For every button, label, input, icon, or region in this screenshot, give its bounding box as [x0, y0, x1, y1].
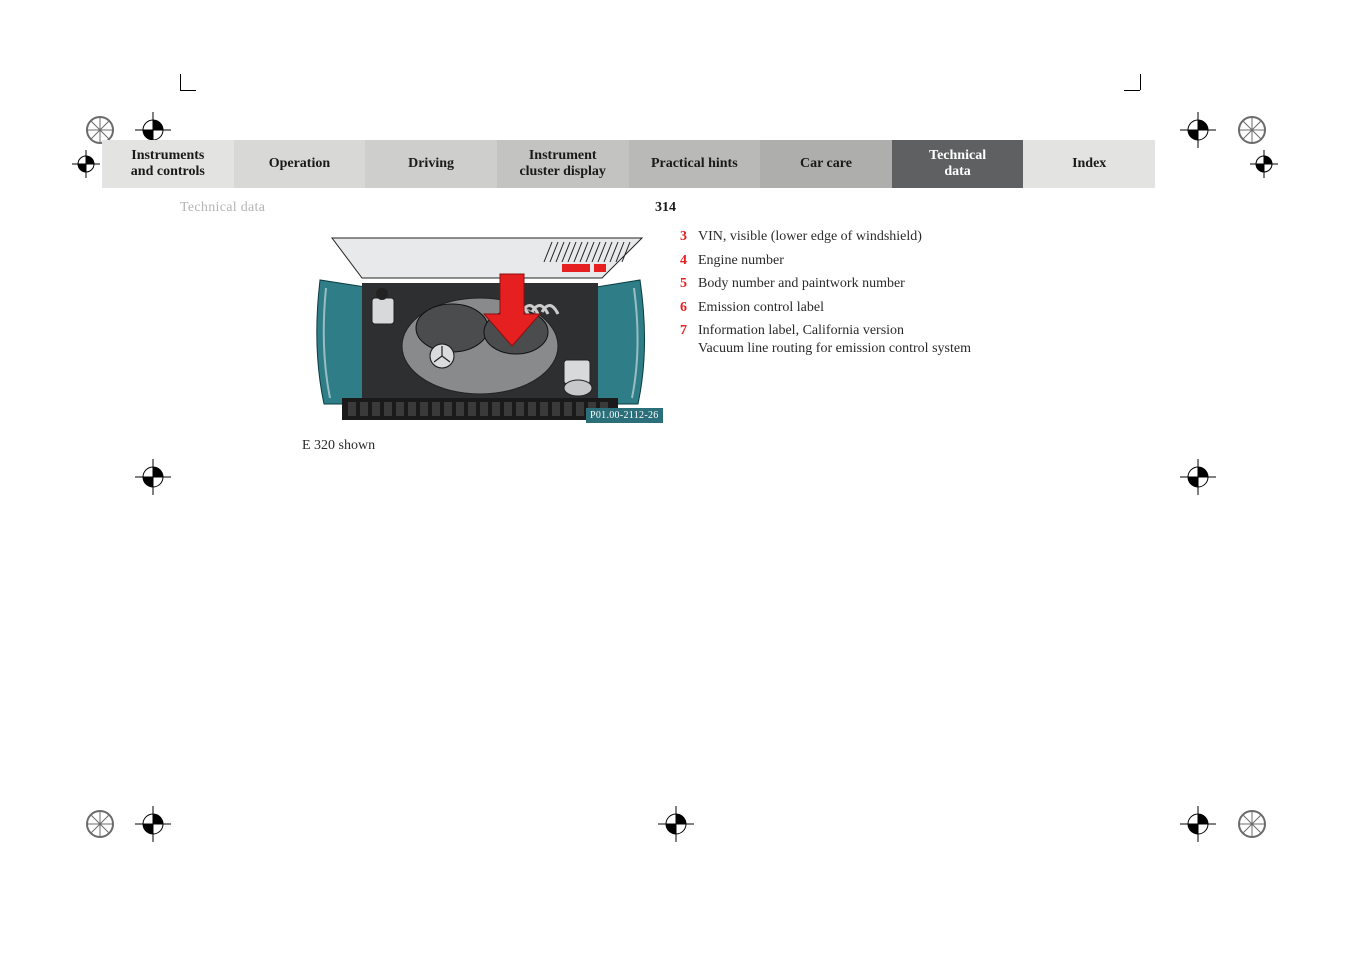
figure-caption: E 320 shown [302, 438, 375, 454]
legend-text: Engine number [698, 252, 1110, 270]
nav-tab-label: Technical [929, 148, 986, 164]
nav-tab-car-care[interactable]: Car care [760, 140, 892, 188]
regmark-nav-r [1250, 150, 1278, 178]
nav-tab-driving[interactable]: Driving [365, 140, 497, 188]
crop-tl-v [180, 74, 181, 90]
legend-number: 5 [680, 275, 698, 293]
legend-text: Emission control label [698, 299, 1110, 317]
legend-number: 3 [680, 228, 698, 246]
regmark-nav-l [72, 150, 100, 178]
legend-text: Information label, California versionVac… [698, 322, 1110, 357]
legend-item-5: 5Body number and paintwork number [680, 275, 1110, 293]
crop-tl-h [180, 90, 196, 91]
nav-tab-practical-hints[interactable]: Practical hints [629, 140, 761, 188]
nav-tab-index[interactable]: Index [1023, 140, 1155, 188]
crop-tr-h [1124, 90, 1140, 91]
regmark-mr [1180, 459, 1216, 495]
legend-number: 4 [680, 252, 698, 270]
regmark-ml [135, 459, 171, 495]
figure-reference-tag: P01.00-2112-26 [586, 408, 663, 423]
legend-list: 3VIN, visible (lower edge of windshield)… [680, 228, 1110, 363]
legend-number: 7 [680, 322, 698, 357]
nav-tab-instruments[interactable]: Instrumentsand controls [102, 140, 234, 188]
nav-tab-label: Instruments [131, 148, 204, 164]
nav-tab-technical[interactable]: Technicaldata [892, 140, 1024, 188]
regmark-bl [135, 806, 171, 842]
nav-tab-label: Operation [269, 156, 330, 172]
crop-tr-v [1140, 74, 1141, 90]
nav-tab-sublabel: cluster display [519, 164, 605, 180]
regmark-bm [658, 806, 694, 842]
nav-tab-instrument[interactable]: Instrumentcluster display [497, 140, 629, 188]
legend-item-7: 7Information label, California versionVa… [680, 322, 1110, 357]
legend-number: 6 [680, 299, 698, 317]
legend-text: Body number and paintwork number [698, 275, 1110, 293]
legend-text: VIN, visible (lower edge of windshield) [698, 228, 1110, 246]
nav-tab-sublabel: data [944, 164, 970, 180]
legend-item-3: 3VIN, visible (lower edge of windshield) [680, 228, 1110, 246]
nav-tab-label: Car care [800, 156, 852, 172]
nav-tab-label: Driving [408, 156, 454, 172]
regmark-outer-br [1237, 809, 1267, 839]
legend-item-6: 6Emission control label [680, 299, 1110, 317]
nav-tab-label: Instrument [529, 148, 597, 164]
nav-tabs: Instrumentsand controls Operation Driving I… [102, 140, 1155, 188]
regmark-tr [1180, 112, 1216, 148]
page-number: 314 [655, 200, 676, 216]
nav-tab-sublabel: and controls [131, 164, 205, 180]
legend-item-4: 4Engine number [680, 252, 1110, 270]
nav-tab-label: Practical hints [651, 156, 738, 172]
regmark-outer-bl [85, 809, 115, 839]
regmark-outer-tr [1237, 115, 1267, 145]
engine-bay-illustration [302, 228, 657, 428]
nav-tab-label: Index [1072, 156, 1106, 172]
nav-tab-operation[interactable]: Operation [234, 140, 366, 188]
section-header: Technical data [180, 200, 265, 216]
regmark-br [1180, 806, 1216, 842]
